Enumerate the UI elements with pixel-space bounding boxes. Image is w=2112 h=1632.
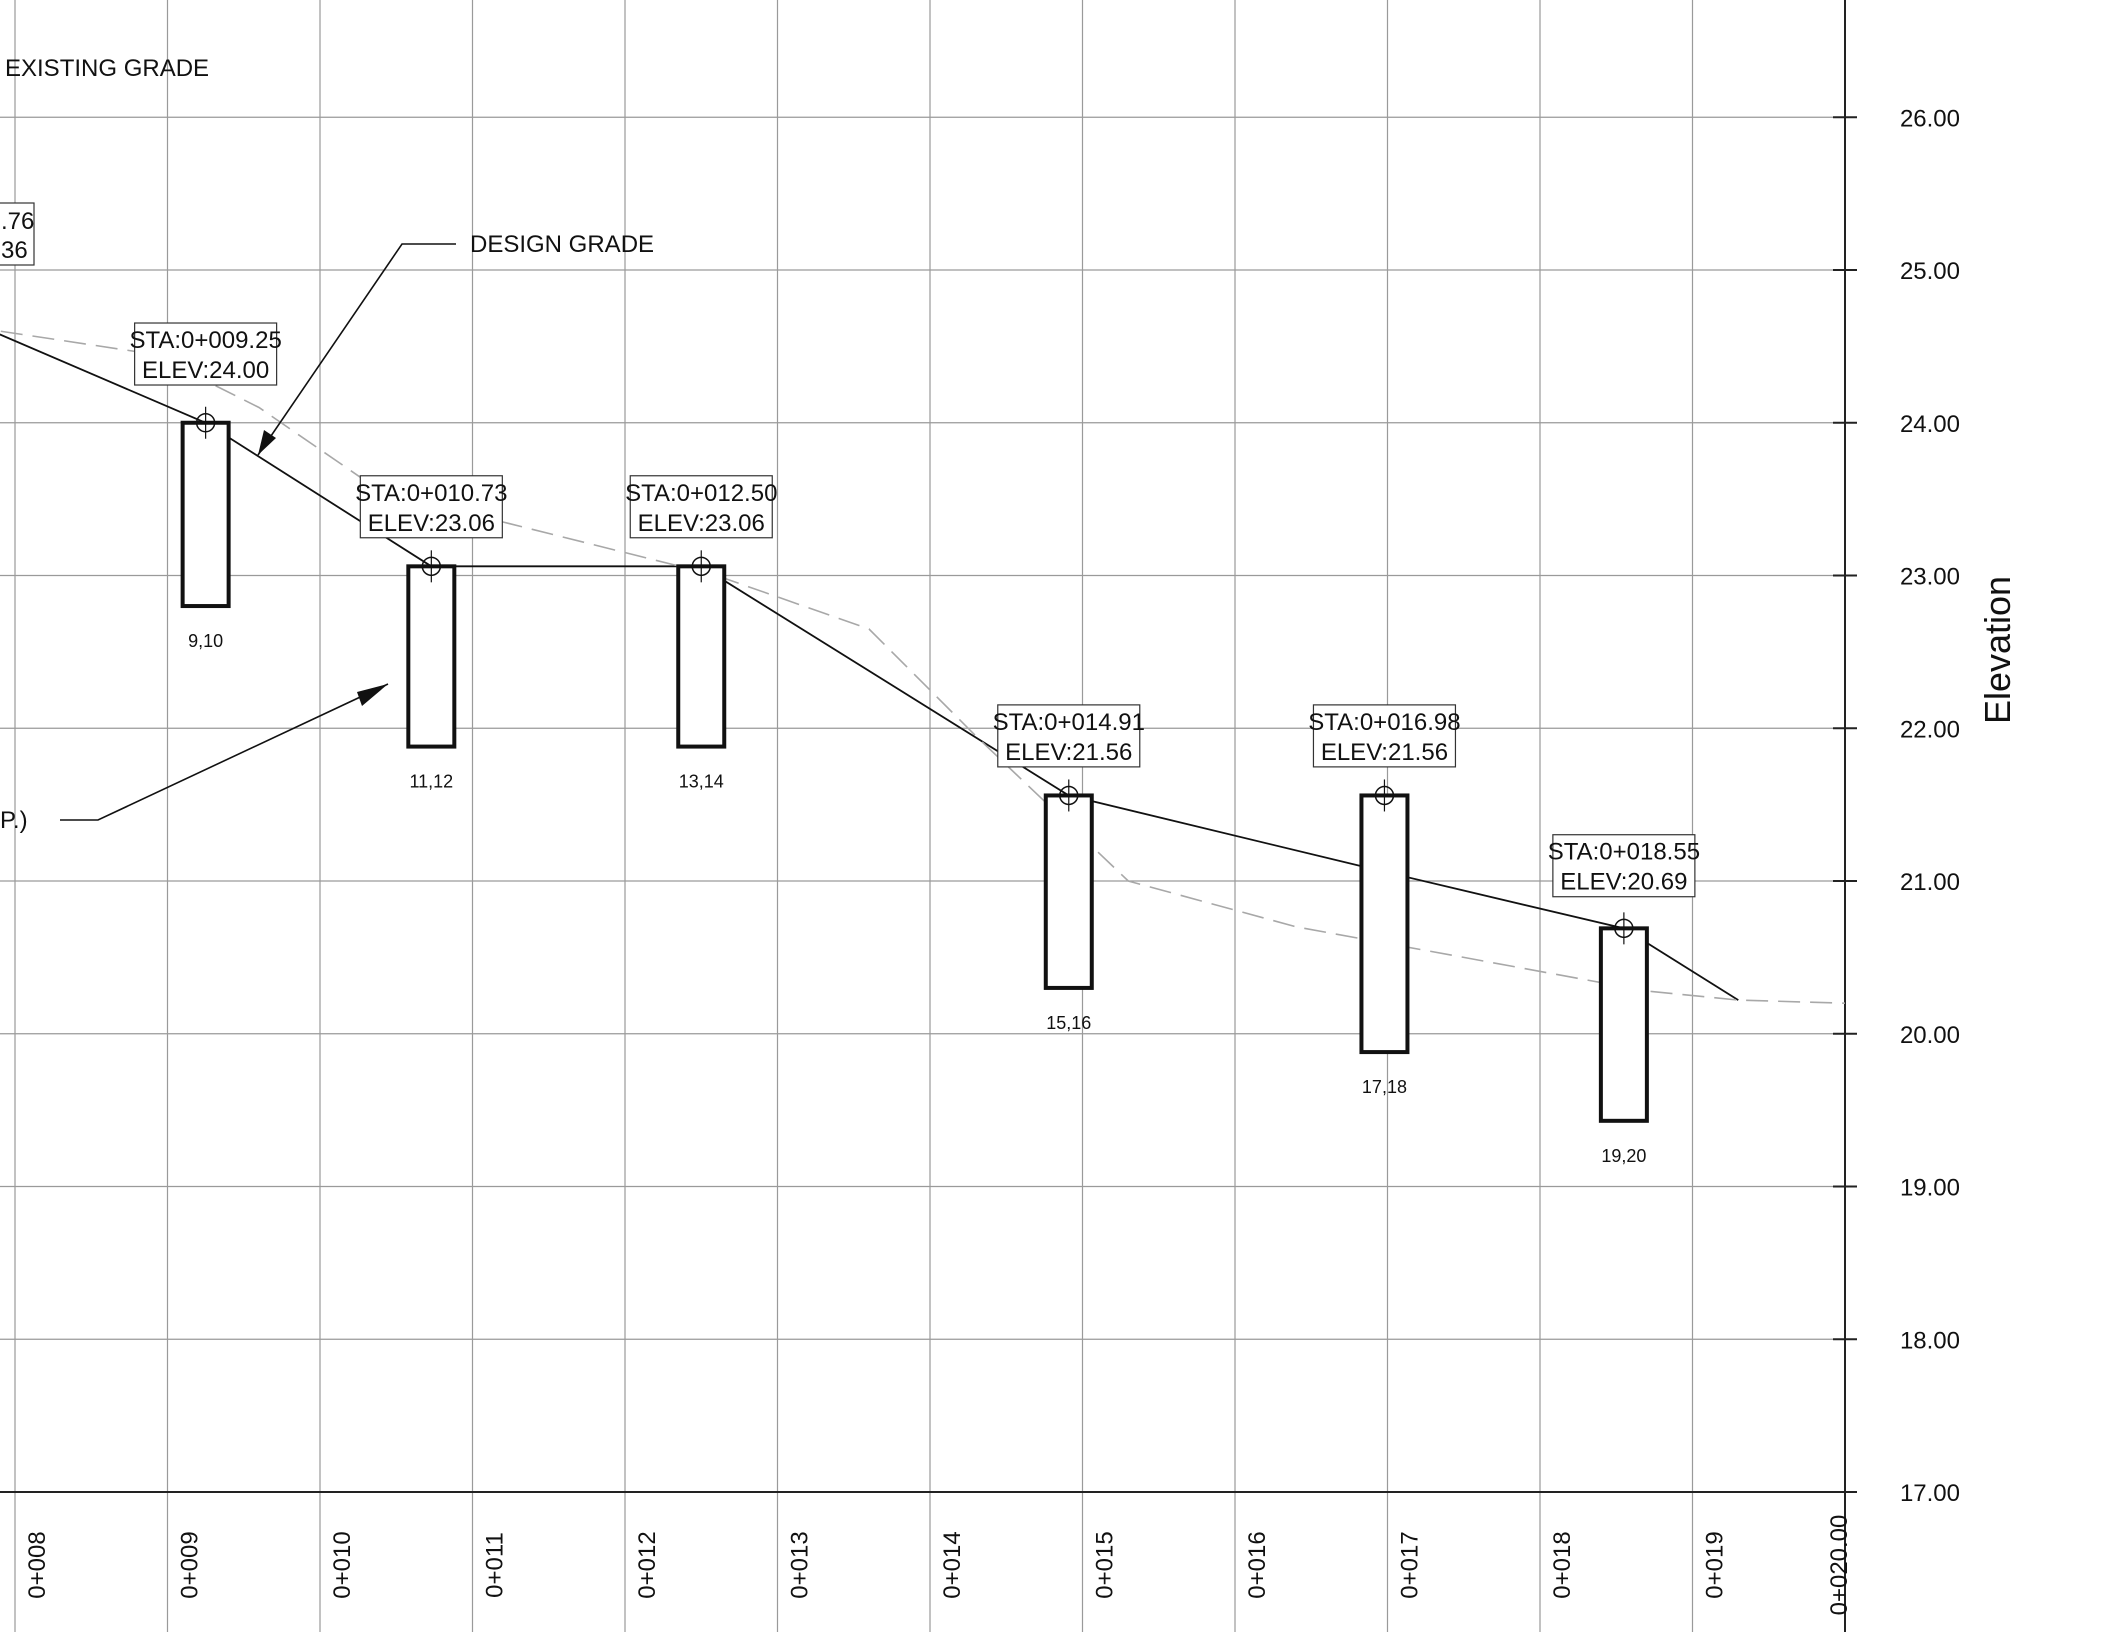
partial-callout-arrowhead [357,684,388,706]
elevation-label: ELEV:23.06 [638,510,765,537]
existing-grade-label: EXISTING GRADE [5,55,209,82]
design-grade-label: DESIGN GRADE [470,231,654,258]
station-label-box [134,322,278,386]
elevation-label: ELEV:20.69 [1560,869,1687,896]
structure-rect [180,420,231,609]
x-tick-label: 0+008 [24,1531,51,1598]
station-label: STA:0+018.55 [1548,839,1700,866]
y-tick-label: 17.00 [1900,1480,1960,1507]
x-tick-label: 0+016 [1244,1531,1271,1598]
x-tick-label: 0+019 [1702,1531,1729,1598]
partial-station-label-line2: 36 [1,237,28,264]
y-tick-label: 24.00 [1900,411,1960,438]
x-tick-label: 0+018 [1549,1531,1576,1598]
station-label-box [997,704,1141,768]
x-tick-label: 0+020.00 [1826,1515,1853,1616]
elevation-label: ELEV:23.06 [368,510,495,537]
station-label: STA:0+016.98 [1308,709,1460,736]
x-tick-label: 0+012 [634,1531,661,1598]
structure-13-14: 13,14 STA:0+012.50 ELEV:23.06 [625,475,777,792]
structure-19-20: 19,20 STA:0+018.55 ELEV:20.69 [1548,834,1700,1166]
existing-grade-line [0,330,1846,1004]
structure-17-18: 17,18 STA:0+016.98 ELEV:21.56 [1308,704,1461,1097]
x-tick-label: 0+010 [329,1531,356,1598]
y-tick-label: 21.00 [1900,869,1960,896]
elevation-label: ELEV:21.56 [1005,739,1132,766]
x-tick-label: 0+013 [787,1531,814,1598]
station-label-box [629,475,773,539]
y-tick-label: 19.00 [1900,1175,1960,1202]
grade-lines [0,330,1846,1004]
structures: 9,10 STA:0+009.25 ELEV:24.00 11,12 STA:0+010… [129,322,1700,1166]
structure-11-12: 11,12 STA:0+010.73 ELEV:23.06 [355,475,507,792]
structure-rect [1598,926,1649,1123]
design-grade-line [0,333,1739,1001]
station-label: STA:0+009.25 [129,327,281,354]
y-tick-label: 26.00 [1900,105,1960,132]
structure-rect [676,564,727,749]
structure-id-label: 11,12 [409,772,453,792]
structure-id-label: 15,16 [1046,1013,1091,1033]
elevation-label: ELEV:24.00 [142,357,269,384]
partial-station-label-box [0,202,35,266]
x-tick-label: 0+017 [1397,1531,1424,1598]
station-label-box [359,475,503,539]
partial-callout-label: P.) [0,807,28,834]
y-tick-label: 22.00 [1900,716,1960,743]
grid [0,0,1846,1632]
structure-rect [406,564,457,749]
annotations: EXISTING GRADE DESIGN GRADE P.) .76 36 [0,55,654,834]
structure-id-label: 17,18 [1362,1077,1407,1097]
x-tick-label: 0+015 [1092,1531,1119,1598]
partial-station-label-line1: .76 [1,208,34,235]
structure-15-16: 15,16 STA:0+014.91 ELEV:21.56 [993,704,1145,1033]
structure-rect [1043,793,1094,990]
station-label-box [1312,704,1457,768]
y-tick-label: 20.00 [1900,1022,1960,1049]
y-tick-label: 18.00 [1900,1327,1960,1354]
station-label: STA:0+010.73 [355,480,507,507]
x-tick-label: 0+009 [177,1531,204,1598]
design-grade-leader [257,243,456,456]
structure-id-label: 13,14 [679,772,724,792]
y-axis-tick-labels: 17.00 18.00 19.00 20.00 21.00 22.00 23.00 24.00… [1900,105,1960,1507]
design-grade-arrowhead [258,430,276,455]
plot-frame [0,116,1857,1493]
structure-9-10: 9,10 STA:0+009.25 ELEV:24.00 [129,322,282,651]
x-tick-label: 0+011 [482,1532,509,1598]
structure-id-label: 9,10 [188,631,223,651]
y-tick-label: 25.00 [1900,258,1960,285]
x-axis-tick-labels: 0+008 0+009 0+010 0+011 0+012 0+013 0+014 0+015… [24,1515,1853,1616]
structure-id-label: 19,20 [1601,1146,1646,1166]
station-label: STA:0+014.91 [993,709,1145,736]
structure-rect [1359,793,1410,1055]
station-label-box [1552,834,1696,898]
partial-callout-leader [60,683,389,821]
y-tick-label: 23.00 [1900,564,1960,591]
x-tick-label: 0+014 [939,1531,966,1598]
y-axis-title: Elevation [1977,576,2018,724]
station-label: STA:0+012.50 [625,480,777,507]
elevation-label: ELEV:21.56 [1321,739,1448,766]
